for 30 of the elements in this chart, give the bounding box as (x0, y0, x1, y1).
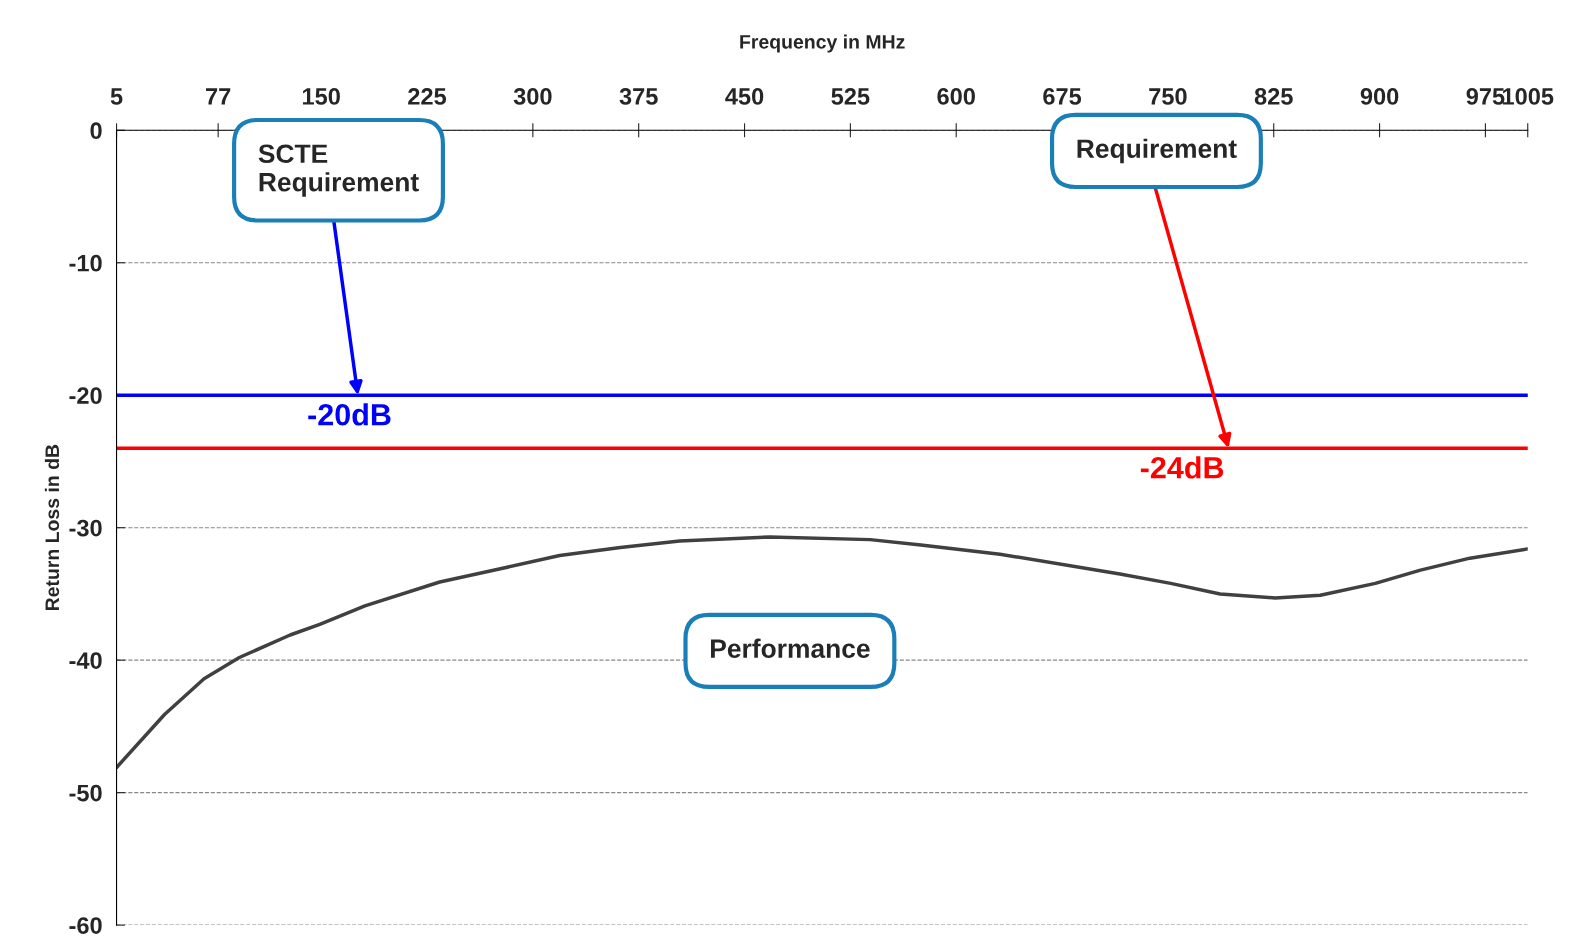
x-tick-label: 1005 (1502, 88, 1554, 105)
annotation: Performance (711, 638, 870, 658)
x-axis-title: Frequency in MHz (740, 34, 905, 53)
y-axis-title: Return Loss in dB (44, 444, 60, 611)
x-tick-label: 675 (1043, 88, 1082, 105)
x-tick-label: 150 (302, 88, 340, 105)
y-tick-label: 0 (90, 122, 102, 140)
x-tick-label: 225 (408, 88, 447, 105)
x-tick-label: 525 (831, 88, 870, 105)
annotation: SCTE Requirement (258, 144, 419, 197)
x-tick-label: 600 (937, 88, 975, 105)
x-tick-label: 77 (206, 88, 231, 105)
y-tick-label: -30 (69, 519, 102, 537)
x-tick-label: 450 (725, 88, 764, 105)
x-tick-label: 5 (110, 88, 123, 105)
y-tick-label: -40 (69, 652, 102, 669)
x-tick-label: 300 (513, 88, 552, 105)
x-tick-label: 975 (1466, 88, 1505, 105)
ref-line-label: -24dB (1140, 456, 1224, 479)
y-tick-label: -50 (69, 784, 102, 802)
line-series (116, 535, 1528, 770)
x-tick-label: 900 (1360, 88, 1399, 105)
annotation: Requirement (1077, 138, 1237, 164)
y-tick-label: -10 (69, 254, 102, 272)
x-tick-label: 825 (1254, 88, 1293, 105)
y-tick-label: -20 (69, 387, 102, 405)
x-tick-label: 750 (1149, 88, 1187, 105)
ref-line-label: -20dB (308, 403, 391, 426)
y-tick-label: -60 (69, 917, 102, 934)
x-tick-label: 375 (619, 88, 658, 105)
